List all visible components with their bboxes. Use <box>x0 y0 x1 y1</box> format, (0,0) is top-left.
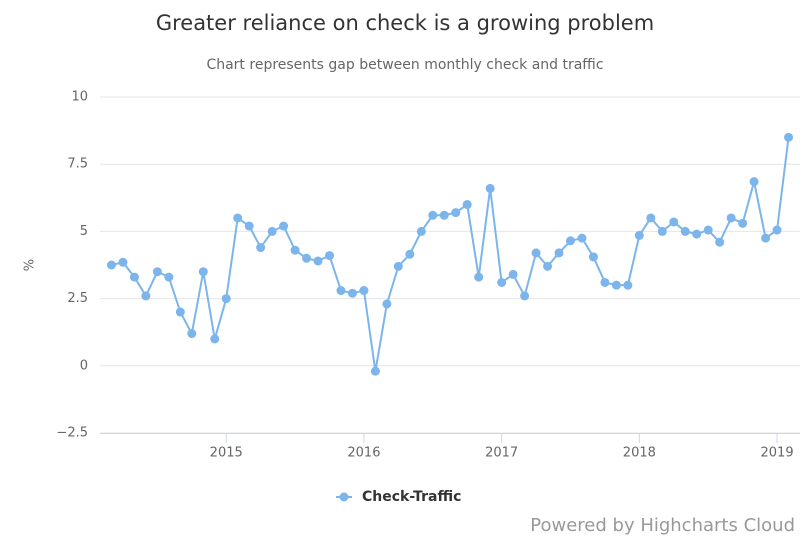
y-tick-label: 0 <box>80 358 88 373</box>
data-point <box>474 272 484 282</box>
data-point <box>497 277 507 287</box>
data-point <box>451 208 461 218</box>
data-point <box>520 291 530 301</box>
y-tick-label: −2.5 <box>56 426 88 441</box>
data-point <box>359 286 369 296</box>
x-tick-label: 2015 <box>210 446 243 461</box>
data-point <box>233 213 243 223</box>
chart-subtitle: Chart represents gap between monthly che… <box>206 57 603 73</box>
data-point <box>462 200 472 210</box>
y-tick-label: 10 <box>71 90 88 105</box>
data-point <box>577 233 587 243</box>
y-tick-label: 2.5 <box>67 291 88 306</box>
data-point <box>657 226 667 236</box>
data-point <box>221 294 231 304</box>
y-tick-label: 5 <box>80 224 88 239</box>
credits: Powered by Highcharts Cloud <box>530 515 795 536</box>
data-point <box>703 225 713 235</box>
data-point <box>336 286 346 296</box>
data-point <box>152 267 162 277</box>
data-point <box>485 183 495 193</box>
data-point <box>279 221 289 231</box>
data-point <box>531 248 541 258</box>
data-point <box>715 237 725 247</box>
data-point <box>428 210 438 220</box>
data-point <box>244 221 254 231</box>
data-point <box>256 243 266 253</box>
data-point <box>325 251 335 261</box>
data-point <box>554 248 564 258</box>
data-point <box>761 233 771 243</box>
data-point <box>129 272 139 282</box>
chart-title: Greater reliance on check is a growing p… <box>156 11 654 35</box>
data-point <box>646 213 656 223</box>
data-point <box>634 230 644 240</box>
data-point <box>187 329 197 339</box>
x-tick-label: 2019 <box>761 446 794 461</box>
legend-marker <box>339 492 349 502</box>
data-point <box>175 307 185 317</box>
data-point <box>439 210 449 220</box>
data-point <box>313 256 323 266</box>
data-point <box>198 267 208 277</box>
x-tick-label: 2018 <box>623 446 656 461</box>
data-point <box>267 226 277 236</box>
data-point <box>600 277 610 287</box>
data-point <box>749 177 759 187</box>
data-point <box>543 261 553 271</box>
data-point <box>669 217 679 227</box>
data-point <box>347 288 357 298</box>
data-point <box>738 218 748 228</box>
data-point <box>290 245 300 255</box>
data-point <box>393 261 403 271</box>
data-point <box>784 132 794 142</box>
data-point <box>210 334 220 344</box>
y-tick-label: 7.5 <box>67 157 88 172</box>
data-point <box>692 229 702 239</box>
y-axis-label: % <box>23 259 38 271</box>
data-point <box>611 280 621 290</box>
data-point <box>370 366 380 376</box>
data-point <box>508 269 518 279</box>
data-point <box>141 291 151 301</box>
data-point <box>772 225 782 235</box>
data-point <box>302 253 312 263</box>
data-point <box>405 249 415 259</box>
data-point <box>565 236 575 246</box>
legend-label: Check-Traffic <box>362 489 461 505</box>
data-point <box>106 260 116 270</box>
data-point <box>588 252 598 262</box>
data-point <box>726 213 736 223</box>
x-tick-label: 2016 <box>347 446 380 461</box>
data-point <box>623 280 633 290</box>
data-point <box>382 299 392 309</box>
data-point <box>680 226 690 236</box>
data-point <box>416 226 426 236</box>
data-point <box>118 257 128 267</box>
x-tick-label: 2017 <box>485 446 518 461</box>
data-point <box>164 272 174 282</box>
